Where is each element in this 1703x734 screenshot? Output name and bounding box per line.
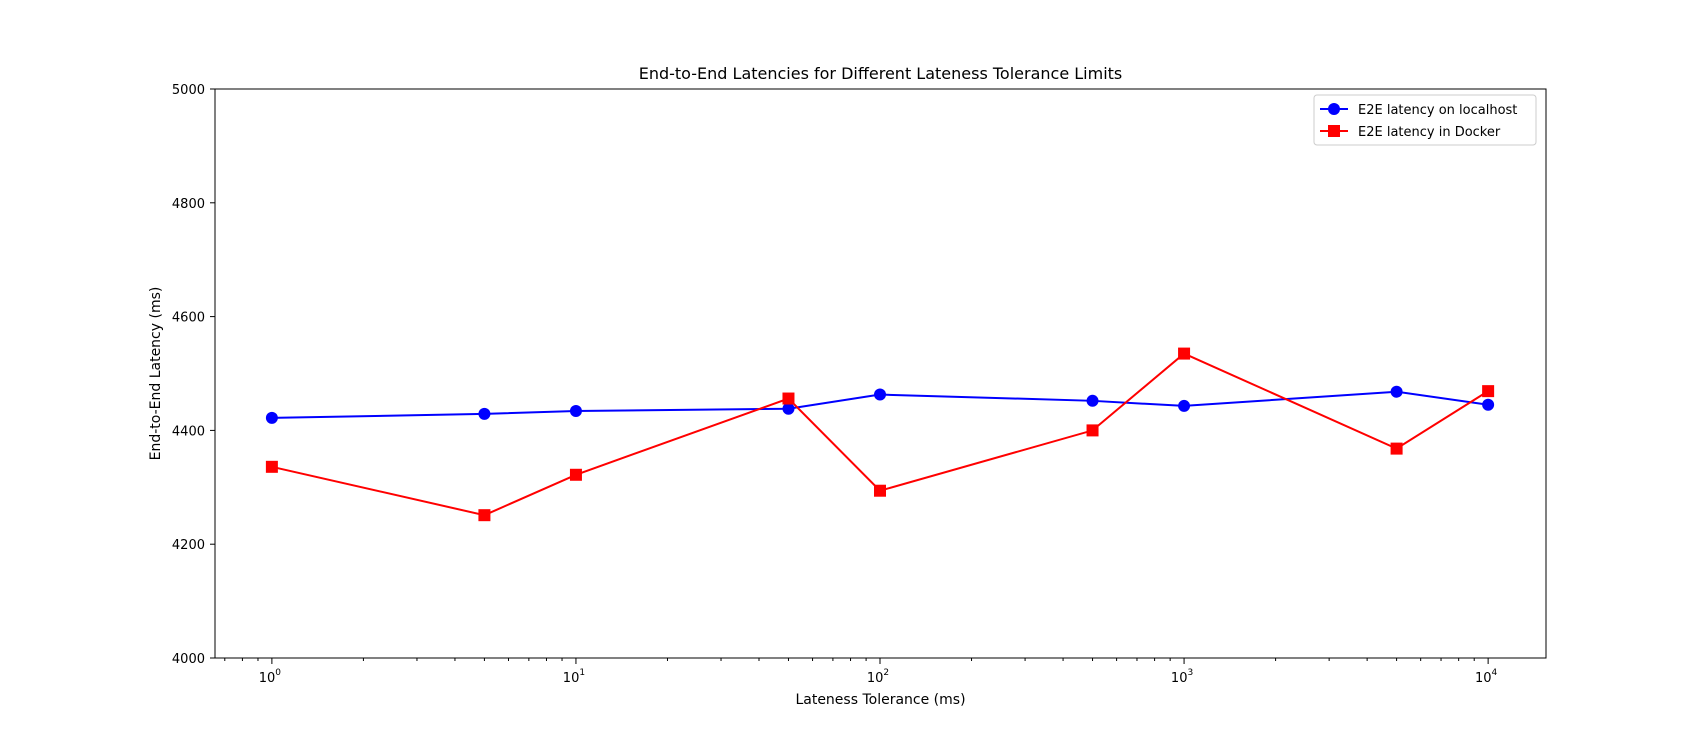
data-point	[1482, 385, 1495, 398]
data-point	[478, 407, 491, 420]
data-point	[265, 411, 278, 424]
x-tick-label: 103	[1171, 668, 1193, 686]
y-tick-label: 4800	[172, 197, 205, 212]
plot-area: 4000 4200 4400 4600 4800 5000 100 101 102 103 104 E…	[172, 83, 1547, 686]
y-tick-label: 5000	[172, 83, 205, 98]
data-point	[1390, 442, 1403, 455]
legend-box	[1313, 94, 1537, 146]
x-tick-label: 101	[563, 668, 585, 686]
data-point	[1390, 385, 1403, 398]
data-point	[1178, 399, 1191, 412]
data-point	[569, 468, 582, 481]
data-point	[782, 392, 795, 405]
y-tick-label: 4600	[172, 311, 205, 326]
legend-marker	[1328, 125, 1340, 137]
y-tick-label: 4200	[172, 538, 205, 553]
x-axis-label: Lateness Tolerance (ms)	[795, 692, 965, 708]
x-tick-label: 102	[867, 668, 889, 686]
data-point	[874, 388, 887, 401]
x-tick-label: 104	[1475, 668, 1498, 686]
x-tick-label: 100	[259, 668, 282, 686]
data-point	[874, 484, 887, 497]
data-point	[1482, 398, 1495, 411]
plot-frame	[214, 88, 1547, 659]
data-point	[1086, 394, 1099, 407]
data-point	[782, 402, 795, 415]
chart-title: End-to-End Latencies for Different Laten…	[639, 64, 1123, 83]
data-point	[478, 509, 491, 522]
legend-label: E2E latency on localhost	[1358, 103, 1517, 118]
data-point	[265, 460, 278, 473]
y-tick-label: 4000	[172, 652, 205, 667]
legend-label: E2E latency in Docker	[1358, 125, 1501, 140]
legend: E2E latency on localhost E2E latency in D…	[1313, 94, 1537, 146]
legend-marker	[1328, 103, 1340, 115]
data-point	[1086, 424, 1099, 437]
data-point	[569, 405, 582, 418]
data-point	[1178, 347, 1191, 360]
y-tick-label: 4400	[172, 424, 205, 439]
y-axis-label: End-to-End Latency (ms)	[148, 287, 164, 461]
